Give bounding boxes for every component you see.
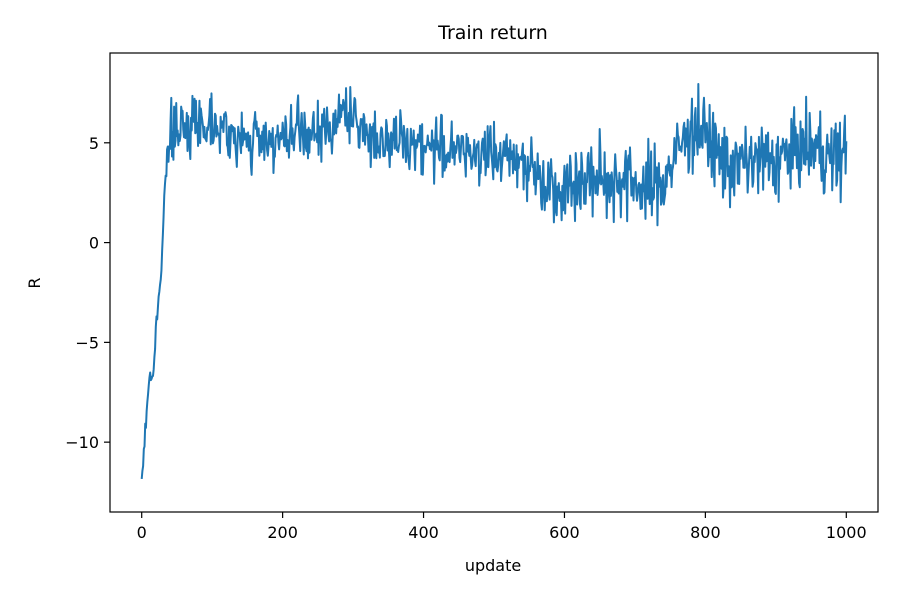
- series-line: [140, 82, 848, 480]
- x-tick-label: 1000: [826, 523, 867, 542]
- x-axis-label: update: [465, 556, 521, 575]
- y-tick-label: −10: [65, 433, 99, 452]
- y-tick-label: −5: [75, 333, 99, 352]
- x-tick-label: 0: [137, 523, 147, 542]
- x-tick-label: 600: [549, 523, 580, 542]
- axes-frame: [109, 52, 879, 513]
- x-tick-label: 400: [408, 523, 439, 542]
- x-tick-label: 800: [690, 523, 721, 542]
- plot-area: [140, 82, 848, 480]
- chart-title: Train return: [437, 22, 548, 44]
- y-tick-label: 5: [89, 134, 99, 153]
- x-axis-ticks: 0 200 400 600 800 1000: [137, 512, 867, 542]
- x-tick-label: 200: [267, 523, 298, 542]
- y-tick-label: 0: [89, 234, 99, 253]
- y-axis-label: R: [25, 277, 44, 288]
- y-axis-ticks: −10 −5 0 5: [65, 134, 110, 452]
